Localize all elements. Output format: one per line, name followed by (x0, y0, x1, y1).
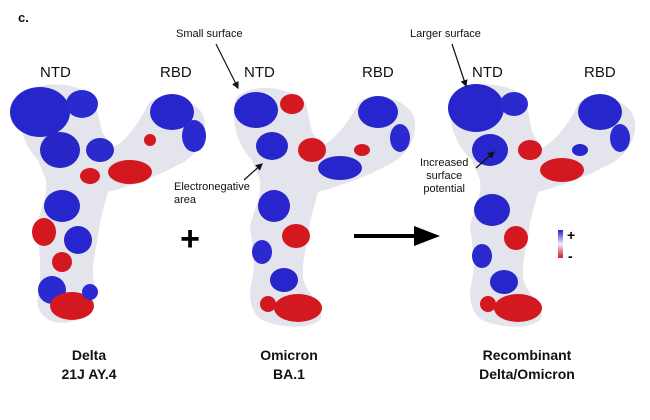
caption-omicron-line-2: BA.1 (273, 366, 305, 382)
caption-omicron: Omicron BA.1 (224, 346, 354, 384)
rbd-label-delta: RBD (160, 64, 192, 81)
negative-charge-label: - (568, 248, 573, 264)
increased-potential-arrow (475, 151, 495, 169)
recombinant-protein-surface (448, 84, 636, 327)
increased-line-1: Increased (420, 157, 469, 169)
caption-delta: Delta 21J AY.4 (24, 346, 154, 384)
rbd-label-omicron: RBD (362, 64, 394, 81)
transition-arrow (354, 226, 440, 246)
caption-recombinant-line-2: Delta/Omicron (479, 366, 575, 382)
ntd-label-delta: NTD (40, 64, 71, 81)
caption-delta-line-2: 21J AY.4 (61, 366, 117, 382)
ntd-label-recombinant: NTD (472, 64, 503, 81)
rbd-label-recombinant: RBD (584, 64, 616, 81)
increased-line-3: potential (423, 183, 465, 195)
plus-operator: + (180, 220, 200, 258)
electronegative-line-1: Electronegative (174, 181, 250, 193)
caption-omicron-line-1: Omicron (260, 347, 318, 363)
caption-delta-line-1: Delta (71, 347, 107, 363)
larger-surface-arrow (451, 43, 468, 88)
caption-recombinant: Recombinant Delta/Omicron (452, 346, 602, 384)
larger-surface-annotation: Larger surface (410, 28, 481, 40)
small-surface-annotation: Small surface (176, 28, 243, 40)
charge-color-scale (558, 230, 563, 258)
electronegative-arrow (243, 163, 263, 181)
omicron-protein-surface (233, 87, 416, 327)
increased-line-2: surface (426, 170, 463, 182)
panel-label: c. (18, 10, 29, 25)
caption-recombinant-line-1: Recombinant (482, 347, 572, 363)
delta-protein-surface (10, 84, 206, 323)
charge-legend: + - (558, 227, 575, 264)
electronegative-line-2: area (174, 194, 197, 206)
positive-charge-label: + (567, 227, 575, 243)
increased-surface-potential-annotation: Increased surface potential (420, 157, 468, 196)
ntd-label-omicron: NTD (244, 64, 275, 81)
small-surface-arrow (215, 43, 239, 90)
electronegative-area-annotation: Electronegative area (174, 181, 250, 207)
